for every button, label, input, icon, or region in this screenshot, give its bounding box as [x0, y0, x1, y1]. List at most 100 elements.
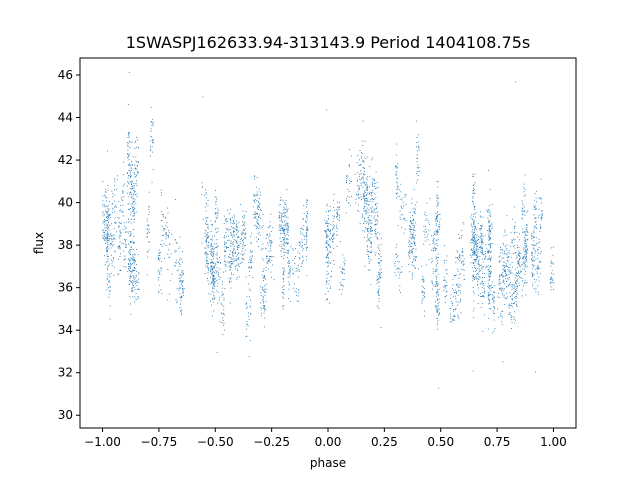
data-point — [306, 202, 308, 204]
data-point — [373, 211, 375, 213]
data-point — [104, 221, 105, 223]
data-point — [292, 248, 293, 250]
data-point — [212, 284, 214, 286]
data-point — [302, 250, 304, 252]
data-point — [453, 315, 455, 317]
data-point — [375, 204, 377, 206]
data-point — [135, 176, 137, 178]
data-point — [206, 256, 208, 258]
data-point — [105, 191, 107, 193]
data-point — [537, 268, 539, 270]
data-point — [283, 271, 285, 273]
data-point — [295, 248, 296, 250]
data-point — [505, 278, 506, 280]
data-point — [244, 244, 246, 246]
data-point — [299, 242, 301, 244]
data-point — [372, 230, 373, 232]
data-point — [306, 240, 308, 242]
data-point — [215, 204, 217, 205]
data-point — [146, 218, 148, 220]
data-point — [519, 270, 521, 272]
data-point — [500, 274, 502, 276]
data-point — [205, 206, 207, 208]
data-point — [180, 303, 181, 305]
data-point — [489, 302, 491, 304]
data-point — [518, 239, 520, 241]
data-point — [339, 217, 340, 219]
data-point — [523, 239, 525, 241]
data-point — [341, 271, 343, 273]
data-point — [131, 289, 133, 291]
data-point — [111, 265, 113, 267]
data-point — [504, 265, 505, 267]
data-point — [180, 299, 182, 301]
data-point — [303, 238, 305, 240]
data-point — [431, 261, 432, 263]
data-point — [400, 292, 401, 293]
data-point — [488, 239, 490, 241]
data-point — [375, 212, 377, 214]
data-point — [402, 214, 404, 216]
data-point — [339, 241, 341, 243]
data-point — [249, 305, 251, 307]
data-point — [481, 267, 483, 269]
data-point — [207, 272, 209, 274]
data-point — [454, 309, 456, 311]
data-point — [235, 229, 237, 230]
data-point — [470, 248, 472, 250]
data-point — [281, 227, 283, 229]
data-point — [444, 245, 445, 246]
data-point — [540, 198, 542, 200]
data-point — [288, 263, 290, 264]
data-point — [333, 207, 335, 208]
data-point — [263, 276, 265, 277]
data-point — [212, 251, 214, 253]
data-point — [347, 195, 349, 197]
data-point — [150, 136, 152, 138]
data-point — [126, 142, 128, 143]
data-point — [269, 221, 271, 223]
data-point — [500, 315, 502, 317]
data-point — [503, 261, 505, 263]
data-point — [113, 237, 114, 239]
data-point — [130, 259, 132, 261]
data-point — [342, 268, 344, 269]
data-point — [474, 252, 476, 254]
data-point — [395, 181, 397, 183]
data-point — [487, 209, 489, 211]
data-point — [396, 174, 398, 176]
data-point — [472, 236, 474, 237]
data-point — [527, 248, 528, 250]
data-point — [535, 224, 537, 225]
data-point — [477, 248, 479, 250]
data-point — [499, 275, 501, 277]
data-point — [537, 257, 539, 259]
data-point — [397, 185, 399, 187]
data-point — [462, 264, 464, 266]
data-point — [461, 255, 463, 257]
data-point — [472, 190, 474, 192]
data-point — [409, 251, 411, 253]
data-point — [480, 216, 482, 218]
data-point — [279, 215, 280, 217]
data-point — [129, 191, 131, 193]
data-point — [475, 248, 477, 250]
data-point — [250, 257, 252, 259]
data-point — [284, 212, 286, 214]
data-point — [417, 175, 419, 176]
data-point — [482, 331, 484, 332]
data-point — [537, 254, 539, 256]
data-point — [131, 197, 132, 198]
data-point — [244, 216, 245, 218]
data-point — [536, 243, 538, 245]
data-point — [107, 255, 109, 257]
data-point — [493, 291, 494, 293]
data-point — [472, 254, 474, 256]
data-point — [223, 215, 225, 217]
data-point — [532, 244, 534, 246]
data-point — [134, 174, 136, 175]
data-point — [160, 289, 162, 291]
data-point — [129, 280, 130, 281]
data-point — [273, 279, 275, 281]
data-point — [503, 261, 505, 263]
